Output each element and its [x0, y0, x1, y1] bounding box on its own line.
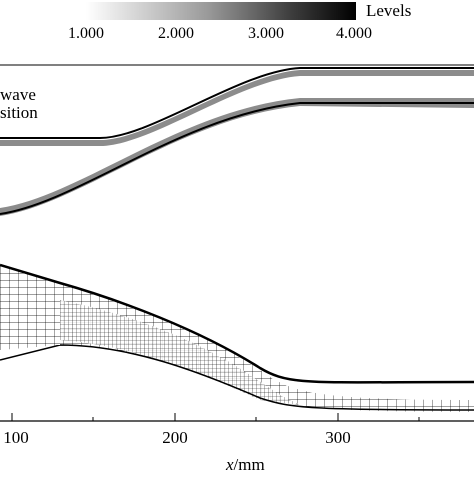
- lower-lower-wall: [0, 344, 474, 411]
- upper-outer-wall: [0, 67, 474, 139]
- x-tick-label-200: 200: [162, 428, 188, 447]
- x-axis-label-unit: /mm: [233, 455, 265, 474]
- colorbar-tick-1: 1.000: [68, 25, 104, 42]
- x-tick-label-300: 300: [325, 428, 351, 447]
- colorbar-title: Levels: [366, 1, 412, 20]
- x-axis-label: x/mm: [226, 456, 265, 473]
- x-tick-label-100: 100: [3, 428, 29, 447]
- colorbar: [86, 2, 356, 20]
- lower-left-block: [0, 290, 60, 345]
- annotation-line-1: wave: [0, 85, 36, 104]
- x-axis-label-var: x: [226, 455, 234, 474]
- upper-inner-wall: [0, 102, 474, 215]
- lower-upper-wall: [0, 263, 474, 384]
- annotation-line-2: sition: [0, 103, 38, 122]
- colorbar-tick-4: 4.000: [336, 25, 372, 42]
- colorbar-tick-3: 3.000: [248, 25, 284, 42]
- lower-mesh-fine: [60, 300, 300, 405]
- upper-outer-wall-refinement: [0, 70, 474, 146]
- colorbar-tick-2: 2.000: [158, 25, 194, 42]
